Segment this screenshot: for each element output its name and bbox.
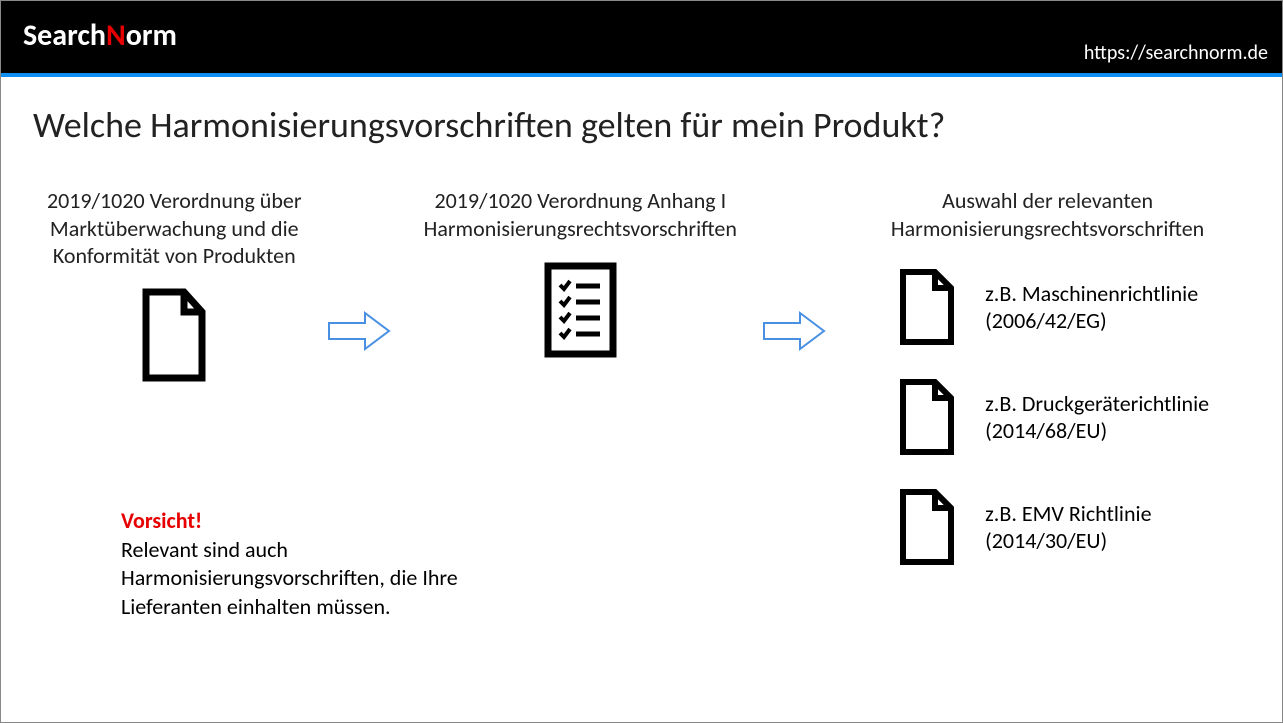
content-area: Welche Harmonisierungsvorschriften gelte… xyxy=(1,77,1282,586)
directive-line1: z.B. EMV Richtlinie xyxy=(985,500,1151,528)
logo-part1: Search xyxy=(23,17,106,54)
document-icon xyxy=(134,288,214,383)
page-title: Welche Harmonisierungsvorschriften gelte… xyxy=(33,103,1250,147)
checklist-icon xyxy=(538,260,623,360)
warning-note: Vorsicht! Relevant sind auch Harmonisier… xyxy=(121,507,541,621)
arrow-1 xyxy=(325,187,400,360)
directive-item: z.B. Maschinenrichtlinie (2006/42/EG) xyxy=(845,268,1250,346)
directive-text: z.B. Maschinenrichtlinie (2006/42/EG) xyxy=(985,280,1198,335)
logo: SearchNorm xyxy=(23,17,177,54)
flow-step-3: Auswahl der relevanten Harmonisierungsre… xyxy=(845,187,1250,566)
directive-line2: (2014/68/EU) xyxy=(985,417,1209,445)
directive-line2: (2014/30/EU) xyxy=(985,527,1151,555)
directive-list: z.B. Maschinenrichtlinie (2006/42/EG) z.… xyxy=(845,268,1250,566)
directive-text: z.B. Druckgeräterichtlinie (2014/68/EU) xyxy=(985,390,1209,445)
warning-text: Relevant sind auch Harmonisierungsvorsch… xyxy=(121,536,541,622)
logo-n: N xyxy=(106,17,126,54)
directive-item: z.B. Druckgeräterichtlinie (2014/68/EU) xyxy=(845,378,1250,456)
flow-step-1: 2019/1020 Verordnung über Marktüberwachu… xyxy=(33,187,315,383)
document-icon xyxy=(895,378,959,456)
header-bar: SearchNorm https://searchnorm.de xyxy=(1,1,1282,73)
directive-line2: (2006/42/EG) xyxy=(985,307,1198,335)
flow-step-2: 2019/1020 Verordnung Anhang I Harmonisie… xyxy=(411,187,750,360)
directive-item: z.B. EMV Richtlinie (2014/30/EU) xyxy=(845,488,1250,566)
step1-label: 2019/1020 Verordnung über Marktüberwachu… xyxy=(33,187,315,270)
warning-title: Vorsicht! xyxy=(121,507,541,536)
step2-label: 2019/1020 Verordnung Anhang I Harmonisie… xyxy=(411,187,750,242)
directive-text: z.B. EMV Richtlinie (2014/30/EU) xyxy=(985,500,1151,555)
arrow-right-icon xyxy=(760,307,830,355)
logo-part2: orm xyxy=(126,17,177,54)
header-url: https://searchnorm.de xyxy=(1084,41,1268,65)
arrow-2 xyxy=(760,187,835,360)
arrow-right-icon xyxy=(325,307,395,355)
step3-label: Auswahl der relevanten Harmonisierungsre… xyxy=(845,187,1250,242)
document-icon xyxy=(895,268,959,346)
document-icon xyxy=(895,488,959,566)
directive-line1: z.B. Druckgeräterichtlinie xyxy=(985,390,1209,418)
directive-line1: z.B. Maschinenrichtlinie xyxy=(985,280,1198,308)
